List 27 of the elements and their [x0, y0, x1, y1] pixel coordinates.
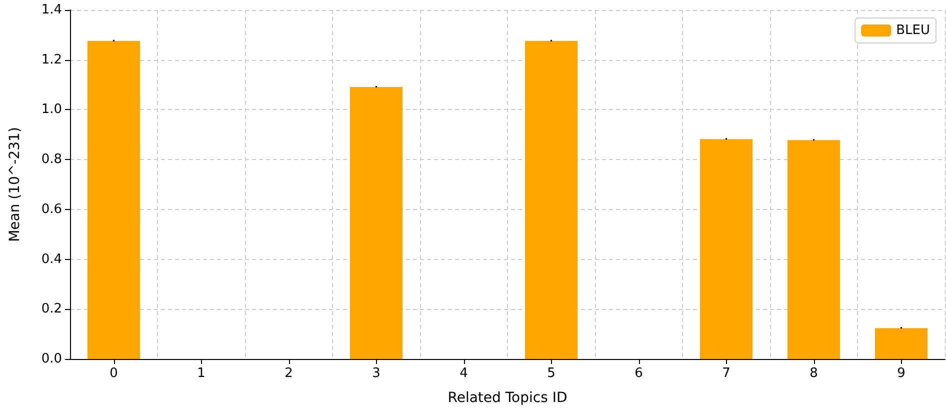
y-tick-label: 1.4	[41, 2, 62, 18]
x-tick-label: 2	[284, 366, 293, 381]
y-tick-label: 1.2	[41, 52, 62, 68]
bar	[350, 87, 402, 359]
bar	[88, 40, 140, 359]
x-tick-label: 8	[810, 366, 818, 381]
x-tick-label: 0	[110, 366, 118, 381]
x-tick-label: 3	[372, 366, 380, 381]
x-tick-label: 9	[897, 366, 906, 381]
x-tick-label: 6	[634, 366, 643, 381]
y-tick-label: 0.6	[41, 202, 62, 217]
bar	[700, 139, 752, 359]
x-tick-label: 1	[197, 366, 206, 381]
y-axis-title: Mean (10^-231)	[7, 127, 23, 242]
x-tick-label: 7	[722, 366, 730, 381]
bar	[788, 140, 840, 359]
y-tick-label: 0.8	[41, 152, 62, 168]
x-axis-title: Related Topics ID	[448, 390, 568, 406]
y-tick-label: 1.0	[41, 102, 62, 118]
bar	[875, 328, 928, 359]
y-tick-label: 0.2	[41, 302, 62, 317]
legend-label: BLEU	[896, 23, 930, 38]
bar	[525, 40, 578, 359]
y-tick-label: 0.0	[41, 352, 62, 366]
x-tick-label: 4	[460, 366, 468, 381]
y-tick-label: 0.4	[41, 252, 62, 267]
x-tick-label: 5	[547, 366, 556, 381]
